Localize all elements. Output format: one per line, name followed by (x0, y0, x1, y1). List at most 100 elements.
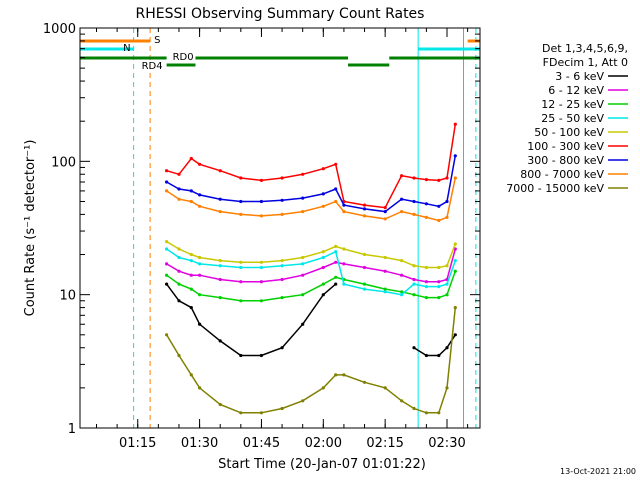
data-point-s1-14 (400, 273, 404, 277)
data-point-s8-17 (437, 411, 441, 415)
data-point-s1-17 (437, 280, 441, 284)
data-point-s4-18 (445, 264, 449, 268)
data-point-s5-1 (177, 172, 181, 176)
y-tick-label: 100 (51, 155, 76, 170)
x-tick-label: 02:15 (366, 436, 403, 451)
data-point-s0-3 (198, 322, 202, 326)
data-point-s4-2 (189, 252, 193, 257)
data-point-s6-7 (280, 198, 284, 202)
legend-title-line-2: FDecim 1, Att 0 (543, 56, 628, 69)
data-point-s0-0 (165, 282, 169, 286)
data-point-s7-14 (400, 210, 404, 214)
series-line-3 (166, 248, 457, 296)
data-point-s5-16 (424, 178, 428, 182)
status-bar-label-rd0: RD0 (173, 52, 194, 63)
y-tick-label: 1 (68, 422, 76, 437)
data-point-s5-10 (334, 162, 338, 166)
data-point-s3-9 (321, 255, 325, 260)
data-point-s1-13 (383, 269, 387, 273)
data-point-s3-4 (218, 264, 222, 268)
data-point-s7-18 (445, 215, 449, 219)
data-point-s0-15 (412, 346, 416, 350)
y-tick-label: 1000 (43, 22, 76, 37)
data-point-s2-14 (400, 290, 404, 294)
data-point-s2-1 (177, 282, 181, 286)
data-point-s8-8 (301, 399, 305, 403)
status-bar-label-rd4: RD4 (142, 61, 163, 72)
data-point-s5-12 (362, 203, 367, 207)
x-tick-label: 01:45 (243, 436, 280, 451)
data-point-s2-19 (453, 269, 457, 273)
data-point-s6-5 (239, 199, 243, 204)
data-point-s8-10 (334, 373, 338, 377)
data-point-s5-18 (445, 176, 449, 180)
data-point-s8-13 (383, 386, 387, 390)
data-point-s7-11 (342, 210, 346, 214)
data-point-s3-5 (239, 265, 243, 270)
data-point-s7-0 (165, 189, 169, 193)
data-point-s6-11 (342, 203, 346, 207)
data-point-s0-9 (321, 293, 325, 297)
data-point-s3-10 (334, 250, 338, 254)
data-point-s7-8 (301, 210, 305, 214)
data-point-s2-4 (218, 296, 222, 300)
data-point-s5-4 (218, 169, 222, 173)
data-point-s7-16 (424, 215, 428, 219)
data-point-s4-9 (321, 250, 325, 254)
data-point-s4-5 (239, 260, 243, 264)
data-point-s1-0 (165, 262, 169, 266)
legend-entry-label: 3 - 6 keV (555, 70, 604, 83)
data-point-s2-8 (301, 293, 305, 297)
data-point-s7-3 (198, 204, 202, 208)
data-point-s3-15 (412, 282, 416, 286)
data-point-s8-18 (445, 386, 449, 390)
data-point-s0-17 (437, 353, 441, 358)
data-point-s0-8 (301, 322, 305, 326)
legend-entry-label: 25 - 50 keV (541, 112, 604, 125)
data-point-s1-7 (280, 277, 284, 282)
series-line-7 (166, 177, 457, 222)
data-point-s3-11 (342, 282, 346, 286)
data-point-s8-3 (198, 386, 202, 390)
data-point-s3-0 (165, 247, 169, 251)
x-tick-label: 02:30 (428, 436, 465, 451)
data-point-s8-5 (239, 411, 243, 415)
data-point-s5-8 (301, 172, 305, 176)
data-point-s8-9 (321, 386, 325, 390)
data-point-s7-9 (321, 204, 325, 208)
data-point-s4-0 (165, 240, 169, 244)
data-point-s7-4 (218, 210, 222, 214)
data-point-s1-19 (453, 247, 457, 251)
data-point-s3-3 (198, 262, 202, 266)
data-point-s4-14 (400, 259, 404, 263)
data-point-s2-3 (198, 293, 202, 297)
data-point-s0-4 (218, 339, 222, 343)
data-point-s2-7 (280, 296, 284, 300)
footer-timestamp: 13-Oct-2021 21:00 (560, 467, 636, 476)
data-point-s2-17 (437, 296, 441, 300)
x-tick-label: 01:15 (119, 436, 156, 451)
data-point-s4-19 (453, 242, 457, 246)
data-point-s3-14 (400, 293, 404, 297)
y-axis-label: Count Rate (s⁻¹ detector⁻¹) (23, 140, 38, 317)
series-line-6 (166, 155, 457, 213)
data-point-s7-12 (362, 214, 367, 218)
data-point-s6-12 (362, 207, 367, 211)
data-point-s1-2 (189, 273, 193, 277)
data-point-s3-8 (301, 262, 305, 266)
data-point-s2-9 (321, 282, 325, 286)
data-point-s2-13 (383, 287, 387, 291)
data-point-s5-17 (437, 178, 441, 182)
data-point-s4-3 (198, 255, 202, 260)
data-point-s5-0 (165, 169, 169, 173)
data-point-s4-12 (362, 252, 367, 257)
data-point-s2-16 (424, 296, 428, 300)
data-point-s6-10 (334, 187, 338, 191)
data-point-s0-5 (239, 353, 243, 358)
legend-entry-label: 12 - 25 keV (541, 98, 604, 111)
data-point-s6-8 (301, 196, 305, 200)
legend-entry-label: 6 - 12 keV (548, 84, 604, 97)
data-point-s4-11 (342, 247, 346, 251)
data-point-s5-2 (189, 156, 193, 161)
